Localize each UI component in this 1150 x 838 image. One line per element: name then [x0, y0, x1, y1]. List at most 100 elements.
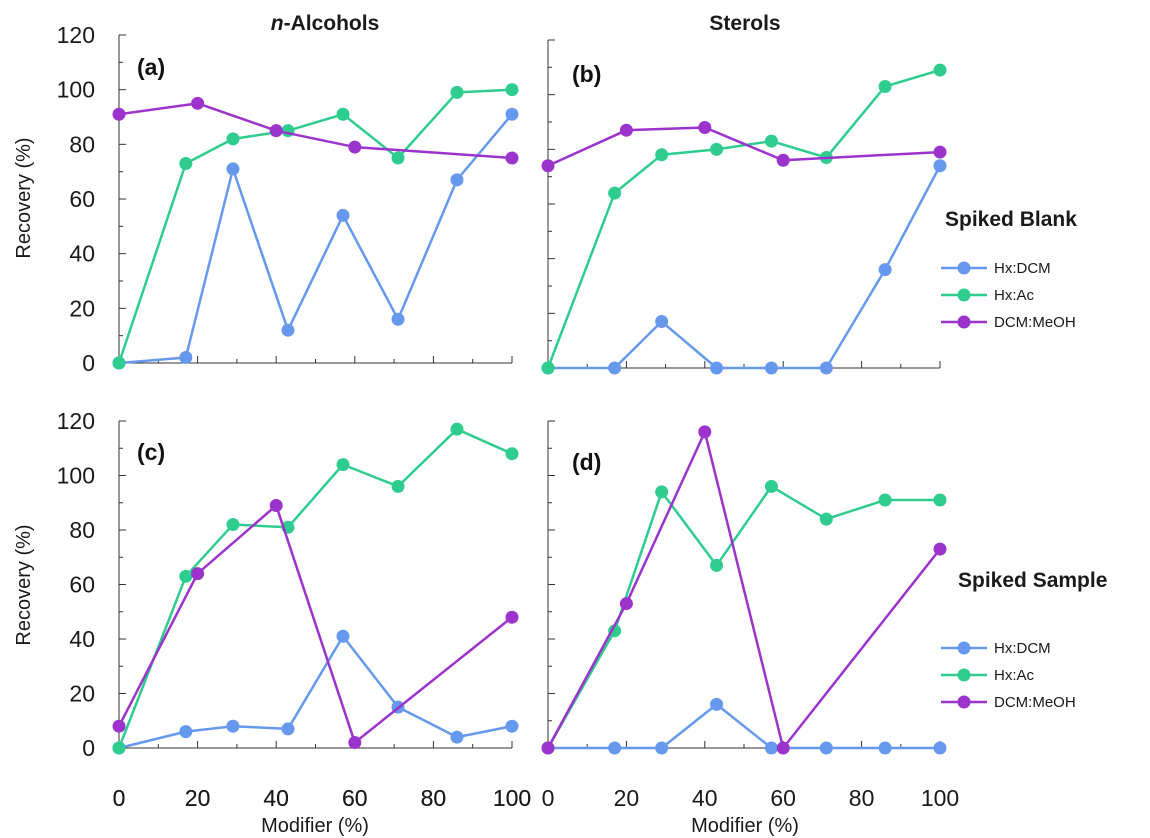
panel-label-d: (d) — [572, 449, 601, 475]
data-point-hx-dcm-b — [764, 361, 778, 375]
y-tick-label-a: 120 — [57, 22, 95, 48]
data-point-hx-dcm-a — [226, 162, 240, 176]
data-point-hx-ac-b — [608, 186, 622, 200]
data-point-hx-ac-b — [541, 361, 555, 375]
data-point-dcm-meoh-b — [619, 123, 633, 137]
data-point-hx-ac-a — [226, 132, 240, 146]
panel-b: (b) — [541, 39, 947, 375]
group-title-spiked-sample: Spiked Sample — [958, 569, 1107, 592]
x-tick-label-d: 80 — [849, 785, 875, 811]
panel-label-c: (c) — [137, 439, 165, 465]
data-point-hx-dcm-a — [450, 173, 464, 187]
series-line-hx-dcm-b — [548, 165, 942, 370]
legend-label-hx-ac: Hx:Ac — [994, 667, 1035, 684]
x-tick-label-c: 100 — [493, 785, 531, 811]
data-point-hx-dcm-d — [819, 741, 833, 755]
x-tick-label-a: 0 — [113, 785, 126, 811]
data-point-hx-dcm-b — [878, 263, 892, 277]
x-tick-label-c: 20 — [185, 785, 211, 811]
data-point-hx-ac-b — [710, 142, 724, 156]
panel-d: 0 20 40 60 80 100 (d) — [541, 420, 959, 811]
data-point-hx-dcm-b — [819, 361, 833, 375]
series-line-hx-ac-d — [546, 485, 940, 749]
data-point-dcm-meoh-c — [348, 736, 362, 750]
data-point-hx-ac-d — [710, 558, 724, 572]
data-point-dcm-meoh-c — [269, 498, 283, 512]
legend-marker-hx-dcm — [957, 261, 971, 275]
legend-marker-hx-dcm — [957, 641, 971, 655]
series-line-hx-dcm-a — [118, 113, 513, 365]
data-point-dcm-meoh-b — [776, 153, 790, 167]
x-tick-label-a: 80 — [421, 785, 447, 811]
data-point-dcm-meoh-d — [933, 542, 947, 556]
data-point-hx-ac-d — [819, 512, 833, 526]
series-line-dcm-meoh-b — [547, 126, 941, 167]
y-tick-label-a: 0 — [82, 350, 95, 376]
x-tick-label-c: 80 — [421, 785, 447, 811]
data-point-hx-ac-d — [655, 485, 669, 499]
data-point-hx-dcm-d — [933, 741, 947, 755]
legend-label-dcm-meoh: DCM:MeOH — [994, 694, 1076, 711]
data-point-dcm-meoh-a — [505, 151, 519, 165]
data-point-hx-dcm-d — [655, 741, 669, 755]
x-tick-label-a: 20 — [185, 785, 211, 811]
col-title-alcohols: n-Alcohols — [271, 12, 380, 35]
data-point-dcm-meoh-c — [505, 610, 519, 624]
series-line-hx-ac-b — [546, 68, 941, 369]
data-point-dcm-meoh-d — [619, 597, 633, 611]
legend-spiked-sample: Hx:DCM Hx:Ac DCM:MeOH — [941, 640, 1076, 711]
data-point-dcm-meoh-b — [933, 145, 947, 159]
data-point-hx-dcm-d — [764, 741, 778, 755]
y-tick-label-c: 120 — [57, 408, 95, 434]
series-line-hx-dcm-d — [548, 703, 940, 750]
data-point-hx-dcm-d — [710, 697, 724, 711]
y-tick-label-c: 80 — [69, 517, 95, 543]
x-axis-title-right: Modifier (%) — [691, 815, 799, 837]
legend-spiked-blank: Hx:DCM Hx:Ac DCM:MeOH — [941, 260, 1076, 331]
data-point-hx-ac-d — [608, 624, 622, 638]
y-tick-label-a: 100 — [57, 77, 95, 103]
data-point-hx-ac-b — [878, 79, 892, 93]
y-tick-label-c: 0 — [82, 735, 95, 761]
data-point-hx-dcm-c — [505, 719, 519, 733]
col-title-italic-prefix: n — [271, 12, 284, 35]
legend-marker-hx-ac — [957, 668, 971, 682]
data-point-hx-ac-a — [450, 85, 464, 99]
data-point-hx-ac-c — [391, 479, 405, 493]
y-tick-label-a: 60 — [69, 186, 95, 212]
data-point-hx-ac-d — [878, 493, 892, 507]
y-tick-label-a: 80 — [69, 131, 95, 157]
data-point-hx-ac-d — [764, 479, 778, 493]
x-tick-label-a: 100 — [493, 785, 531, 811]
data-point-hx-dcm-b — [608, 361, 622, 375]
data-point-hx-dcm-a — [391, 312, 405, 326]
x-tick-label-d: 40 — [692, 785, 718, 811]
data-point-hx-ac-a — [391, 151, 405, 165]
data-point-hx-ac-c — [226, 518, 240, 532]
data-point-dcm-meoh-c — [191, 567, 205, 581]
series-line-dcm-meoh-a — [118, 102, 513, 160]
y-tick-label-c: 60 — [69, 572, 95, 598]
data-point-dcm-meoh-a — [112, 107, 126, 121]
panel-a: 0 20 40 60 80 100 120 0 20 40 60 80 100 (a) — [57, 22, 532, 811]
data-point-hx-ac-c — [112, 741, 126, 755]
data-point-dcm-meoh-a — [269, 124, 283, 138]
data-point-hx-ac-a — [336, 107, 350, 121]
x-tick-label-d: 60 — [770, 785, 796, 811]
data-point-hx-dcm-b — [933, 159, 947, 173]
data-point-hx-dcm-c — [179, 725, 193, 739]
legend-label-hx-dcm: Hx:DCM — [994, 260, 1051, 277]
legend-marker-dcm-meoh — [957, 695, 971, 709]
panel-c: 0 20 40 60 80 100 120 0 20 40 60 80 100 (c) — [57, 408, 532, 811]
data-point-hx-dcm-a — [281, 323, 295, 337]
y-tick-label-a: 20 — [69, 295, 95, 321]
data-point-dcm-meoh-c — [112, 719, 126, 733]
series-line-hx-ac-a — [117, 88, 513, 364]
data-point-hx-dcm-c — [226, 719, 240, 733]
data-point-hx-dcm-c — [450, 730, 464, 744]
legend-label-hx-ac: Hx:Ac — [994, 287, 1035, 304]
data-point-dcm-meoh-a — [191, 96, 205, 110]
x-tick-label-d: 20 — [614, 785, 640, 811]
data-point-hx-ac-b — [655, 148, 669, 162]
